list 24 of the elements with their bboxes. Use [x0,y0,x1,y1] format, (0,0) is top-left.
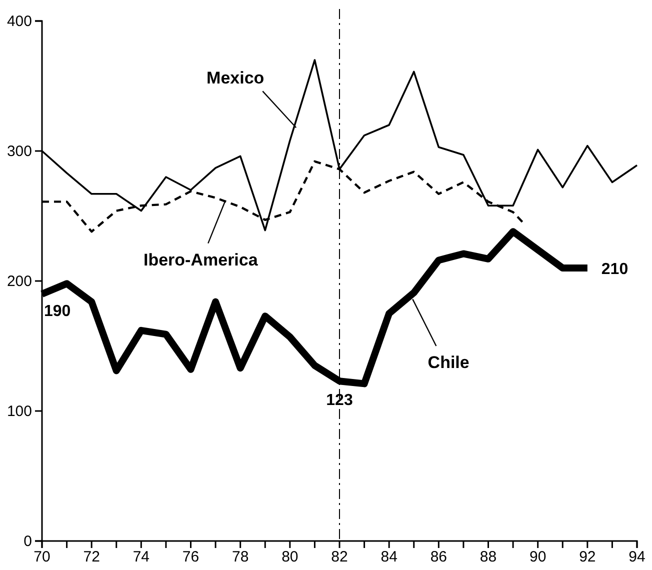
x-tick-label: 86 [430,548,448,566]
annotation: 123 [326,392,353,410]
x-tick-label: 78 [232,548,249,566]
x-tick-label: 84 [380,548,398,566]
x-tick-label: 70 [34,548,50,566]
y-tick-label: 400 [6,12,32,30]
y-tick-label: 100 [6,402,32,420]
x-tick-label: 90 [529,548,546,566]
x-tick-label: 94 [628,548,646,566]
x-tick-label: 80 [282,548,298,566]
annotation: 190 [44,303,71,320]
x-tick-label: 74 [132,548,150,566]
y-tick-label: 0 [24,532,32,550]
y-tick-label: 200 [6,272,32,290]
x-tick-label: 82 [331,548,348,566]
text: Chile [428,353,470,372]
text: Mexico [206,68,264,88]
x-tick-label: 88 [480,548,497,566]
annotation: 210 [601,261,628,278]
series-label: Ibero-America [144,250,258,270]
x-tick-label: 92 [579,548,596,566]
y-tick-label: 300 [6,142,32,160]
x-tick-label: 76 [182,548,200,566]
x-tick-label: 72 [83,548,100,566]
